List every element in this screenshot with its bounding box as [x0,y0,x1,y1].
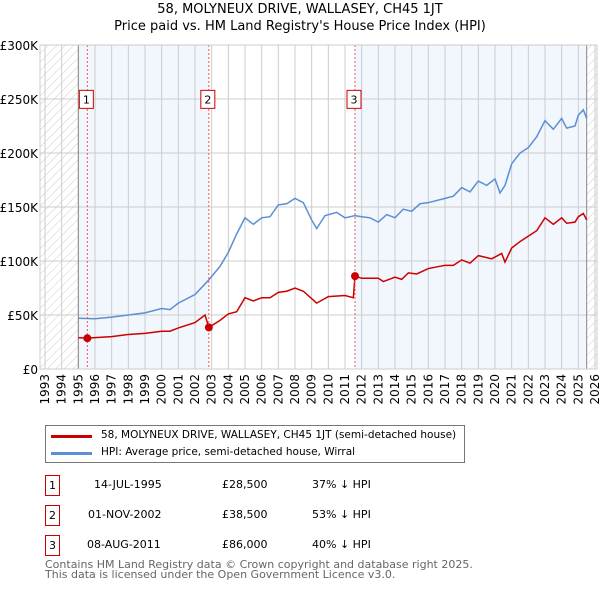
y-tick-label: £100K [0,255,39,269]
x-tick-label: 2020 [488,374,502,405]
y-tick-label: £200K [0,147,39,161]
x-tick-label: 1996 [88,374,102,405]
x-tick-label: 1998 [121,374,135,405]
y-tick-label: £50K [7,309,39,323]
sale-point [83,334,92,343]
x-tick-label: 1995 [71,374,85,405]
x-tick-label: 2023 [538,374,552,405]
footer: Contains HM Land Registry data © Crown c… [45,558,473,581]
sale-point [204,323,213,332]
x-tick-label: 2014 [388,374,402,405]
sale-price: £86,000 [222,538,268,551]
sale-label-box [200,89,216,109]
x-tick-label: 2001 [171,374,185,405]
sale-row: 3 08-AUG-2011 £86,000 40% ↓ HPI [45,535,445,556]
x-tick-label: 2021 [505,374,519,405]
x-tick-label: 2007 [271,374,285,405]
sale-label-box [346,89,362,109]
x-tick-label: 2003 [205,374,219,405]
y-tick-label: £0 [23,363,38,377]
sale-price: £38,500 [222,508,268,521]
sale-marker: 1 [45,475,60,496]
sale-date: 08-AUG-2011 [87,538,161,551]
x-tick-label: 2012 [355,374,369,405]
legend-property-label: 58, MOLYNEUX DRIVE, WALLASEY, CH45 1JT (… [101,429,457,441]
x-tick-label: 2002 [188,374,202,405]
sale-row: 2 01-NOV-2002 £38,500 53% ↓ HPI [45,505,445,526]
sale-marker: 2 [45,505,60,526]
sale-marker: 3 [45,535,60,556]
legend: 58, MOLYNEUX DRIVE, WALLASEY, CH45 1JT (… [45,425,465,463]
sale-row: 1 14-JUL-1995 £28,500 37% ↓ HPI [45,475,445,496]
x-tick-label: 2005 [238,374,252,405]
y-tick-label: £300K [0,39,39,53]
x-tick-label: 2022 [521,374,535,405]
sale-point [351,272,359,281]
sale-label: 1 [83,93,90,106]
chart-title: 58, MOLYNEUX DRIVE, WALLASEY, CH45 1JT [157,2,443,17]
x-tick-label: 2026 [588,374,600,405]
x-tick-label: 2006 [255,374,269,405]
x-tick-label: 2019 [471,374,485,405]
legend-hpi-line [51,452,92,455]
x-tick-label: 1994 [55,374,69,405]
y-tick-label: £150K [0,201,39,215]
x-tick-label: 2009 [305,374,319,405]
x-tick-label: 2000 [155,374,169,405]
sale-date: 01-NOV-2002 [88,508,162,521]
x-tick-label: 2013 [371,374,385,405]
sale-price: £28,500 [222,478,268,491]
x-tick-label: 2018 [455,374,469,405]
sale-date: 14-JUL-1995 [94,478,162,491]
x-tick-label: 2004 [221,374,235,405]
legend-property-line [51,435,92,438]
x-tick-label: 1993 [38,374,52,405]
x-tick-label: 2016 [421,374,435,405]
footer-licence: This data is licensed under the Open Gov… [45,568,396,581]
x-tick-label: 1997 [105,374,119,405]
x-tick-label: 2017 [438,374,452,405]
x-tick-label: 2024 [555,374,569,405]
footer-copyright: Contains HM Land Registry data © Crown c… [45,558,473,571]
sale-hpi: 37% ↓ HPI [312,478,371,491]
chart-subtitle: Price paid vs. HM Land Registry's House … [114,19,486,34]
sale-label: 2 [204,93,211,106]
x-tick-label: 2010 [321,374,335,405]
sale-label: 3 [351,93,358,106]
x-tick-label: 1999 [138,374,152,405]
sale-hpi: 40% ↓ HPI [312,538,371,551]
x-tick-label: 2011 [338,374,352,405]
plot-border [39,44,598,370]
hpi-line [78,108,588,320]
legend-hpi-label: HPI: Average price, semi-detached house,… [101,446,356,458]
sale-hpi: 53% ↓ HPI [312,508,371,521]
x-tick-label: 2008 [288,374,302,405]
y-tick-label: £250K [0,93,39,107]
price-chart: 1993 1994 1995 1996 1997 1998 1999 2000 2001 2002… [0,39,600,405]
x-tick-label: 2025 [571,374,585,405]
sale-label-box [78,89,94,109]
x-tick-label: 2015 [405,374,419,405]
